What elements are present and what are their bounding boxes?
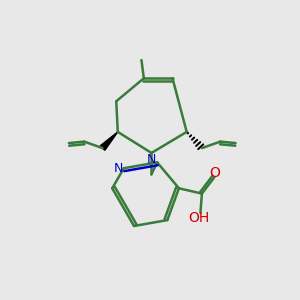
- Polygon shape: [100, 132, 118, 150]
- Text: O: O: [210, 166, 220, 180]
- Text: N: N: [147, 153, 156, 166]
- Text: N: N: [114, 162, 123, 175]
- Text: OH: OH: [188, 211, 210, 225]
